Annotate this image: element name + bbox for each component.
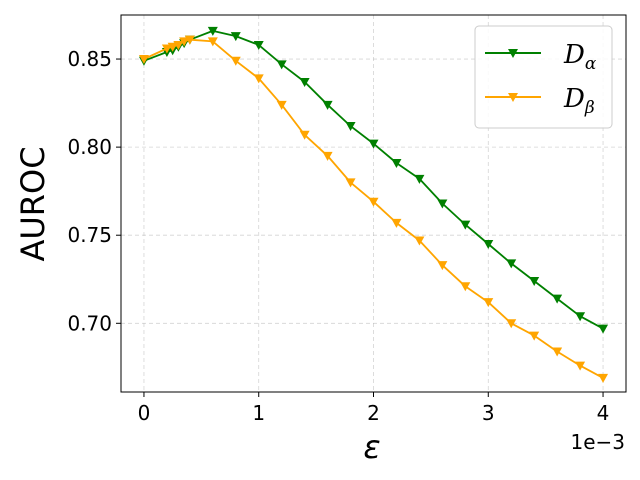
data-point-d-beta [529, 331, 540, 341]
x-tick-label: 0 [138, 401, 151, 425]
legend-entry-d-alpha: Dα [485, 40, 597, 74]
data-point-d-beta [345, 178, 356, 188]
data-point-d-beta [483, 298, 494, 308]
data-point-d-beta [299, 130, 310, 140]
data-point-d-alpha [299, 77, 310, 87]
legend-label-d-alpha-main: D [563, 40, 585, 70]
data-point-d-beta [460, 282, 471, 292]
data-point-d-alpha [529, 277, 540, 287]
legend: Dα Dβ [474, 25, 613, 129]
data-point-d-alpha [276, 60, 287, 70]
data-point-d-beta [598, 373, 609, 383]
y-tick-label: 0.85 [67, 47, 112, 71]
data-point-d-beta [207, 37, 218, 47]
data-point-d-alpha [506, 259, 517, 269]
legend-marker-d-alpha [508, 49, 518, 58]
x-axis-offset-label: 1e−3 [570, 430, 625, 454]
x-tick-label: 4 [597, 401, 610, 425]
data-point-d-alpha [368, 139, 379, 149]
data-point-d-beta [322, 151, 333, 161]
data-point-d-alpha [253, 40, 264, 50]
x-tick-label: 2 [367, 401, 380, 425]
data-point-d-alpha [437, 199, 448, 209]
data-point-d-beta [391, 218, 402, 228]
series-layer [138, 26, 609, 383]
y-axis-label: AUROC [14, 146, 52, 261]
data-point-d-alpha [414, 174, 425, 184]
data-point-d-beta [575, 361, 586, 371]
data-point-d-beta [167, 42, 178, 52]
data-point-d-alpha [575, 312, 586, 322]
x-axis-label: ε [363, 428, 380, 466]
legend-label-d-beta-sub: β [584, 98, 595, 118]
legend-marker-d-beta [508, 93, 518, 102]
data-point-d-alpha [598, 324, 609, 334]
data-point-d-beta [276, 100, 287, 110]
data-point-d-alpha [345, 121, 356, 131]
x-tick-label: 3 [482, 401, 495, 425]
data-point-d-beta [230, 56, 241, 66]
data-point-d-beta [414, 236, 425, 246]
data-point-d-beta [184, 35, 195, 45]
y-tick-label: 0.80 [67, 135, 112, 159]
y-tick-label: 0.70 [67, 311, 112, 335]
data-point-d-alpha [322, 100, 333, 110]
data-point-d-beta [368, 197, 379, 207]
data-point-d-beta [253, 74, 264, 84]
legend-entry-d-beta: Dβ [485, 84, 595, 118]
y-tick-label: 0.75 [67, 223, 112, 247]
data-point-d-alpha [391, 158, 402, 168]
legend-label-d-beta-main: D [563, 84, 585, 114]
series-d-beta [138, 35, 609, 383]
data-point-d-alpha [552, 294, 563, 304]
legend-label-d-alpha-sub: α [585, 54, 597, 74]
legend-label-d-beta: Dβ [563, 84, 595, 118]
data-point-d-beta [552, 347, 563, 357]
data-point-d-beta [138, 55, 149, 65]
data-point-d-beta [173, 40, 184, 50]
data-point-d-beta [506, 319, 517, 329]
data-point-d-alpha [460, 220, 471, 230]
data-point-d-beta [179, 37, 190, 47]
axis-ticks: 0 1 2 3 4 0.70 0.75 0.80 0.85 [67, 47, 609, 425]
data-point-d-beta [437, 261, 448, 271]
data-point-d-alpha [230, 32, 241, 42]
legend-box [474, 25, 613, 129]
data-point-d-alpha [483, 240, 494, 250]
legend-label-d-alpha: Dα [563, 40, 597, 74]
data-point-d-alpha [207, 26, 218, 36]
data-point-d-beta [161, 44, 172, 54]
x-tick-label: 1 [252, 401, 265, 425]
